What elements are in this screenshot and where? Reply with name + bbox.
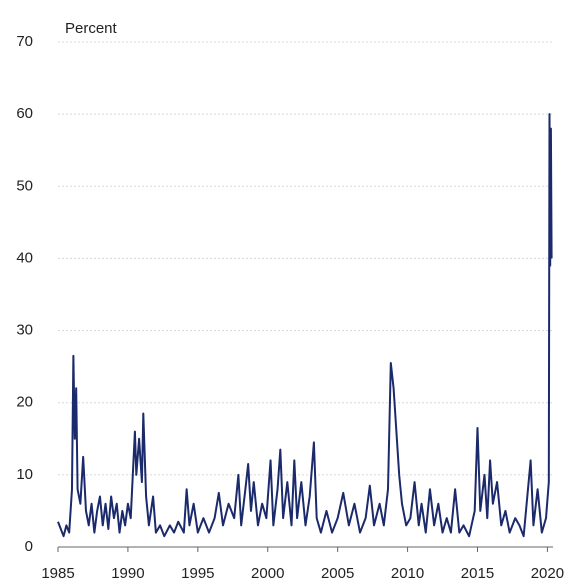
y-tick-label: 50: [16, 177, 33, 194]
y-tick-label: 10: [16, 466, 33, 483]
x-tick-label: 1995: [181, 565, 214, 582]
x-tick-label: 1985: [41, 565, 74, 582]
series-line: [57, 113, 553, 538]
y-axis-label: Percent: [65, 20, 118, 37]
y-tick-label: 0: [25, 538, 33, 555]
y-tick-label: 30: [16, 322, 33, 339]
x-tick-label: 2005: [321, 565, 354, 582]
y-tick-label: 20: [16, 394, 33, 411]
y-tick-label: 40: [16, 249, 33, 266]
x-tick-label: 2020: [531, 565, 564, 582]
x-tick-label: 1990: [111, 565, 144, 582]
y-tick-label: 70: [16, 33, 33, 50]
x-tick-label: 2000: [251, 565, 284, 582]
y-tick-label: 60: [16, 105, 33, 122]
x-tick-label: 2010: [391, 565, 424, 582]
x-tick-label: 2015: [461, 565, 494, 582]
